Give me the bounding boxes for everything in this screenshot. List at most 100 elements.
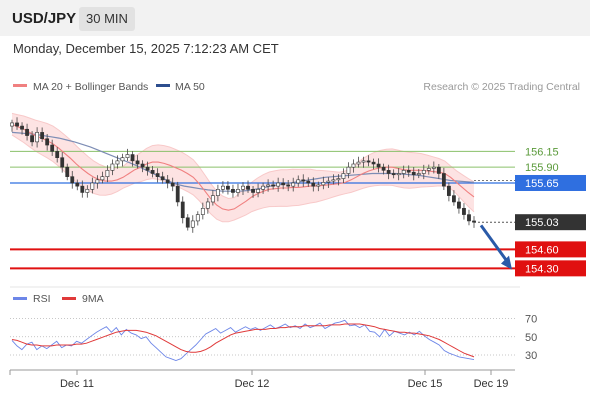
support-label-box bbox=[515, 241, 586, 258]
candle-body bbox=[396, 173, 401, 176]
candle-body bbox=[185, 217, 190, 228]
candle-body bbox=[446, 185, 451, 196]
rsi-legend-swatch bbox=[13, 297, 27, 300]
candle-body bbox=[281, 182, 286, 186]
candle-body bbox=[10, 122, 14, 127]
candle-body bbox=[296, 179, 301, 184]
title-bar: USD/JPY 30 MIN bbox=[0, 0, 590, 36]
candle-body bbox=[246, 185, 250, 190]
rsi-tick-label: 70 bbox=[525, 313, 537, 325]
candle-body bbox=[376, 163, 381, 168]
candle-body bbox=[336, 178, 341, 181]
candle-body bbox=[15, 122, 19, 127]
ma20-legend-swatch bbox=[13, 84, 27, 87]
candle-body bbox=[100, 176, 105, 181]
candle-body bbox=[416, 173, 421, 176]
rsi-line bbox=[11, 319, 475, 361]
candle-body bbox=[331, 179, 336, 182]
rsi-ma-line bbox=[11, 323, 475, 358]
candle-body bbox=[115, 160, 120, 165]
candle-body bbox=[125, 154, 130, 158]
forecast-arrow bbox=[479, 224, 512, 270]
rsi-legend-label: RSI bbox=[33, 293, 51, 305]
rsi-legend: RSI 9MA bbox=[13, 293, 104, 305]
candle-body bbox=[205, 201, 210, 209]
candle-body bbox=[55, 151, 60, 158]
candle-body bbox=[221, 185, 225, 190]
candle-body bbox=[366, 160, 371, 163]
ma50-legend-label: MA 50 bbox=[175, 81, 205, 93]
candle-body bbox=[190, 220, 195, 228]
candle-body bbox=[120, 157, 125, 162]
candle-body bbox=[45, 138, 50, 146]
candle-body bbox=[261, 185, 265, 190]
candle-body bbox=[80, 185, 85, 193]
candle-body bbox=[70, 176, 75, 184]
candle-body bbox=[231, 189, 235, 193]
candle-body bbox=[266, 184, 271, 187]
candle-body bbox=[286, 184, 291, 187]
rsi-ma-legend-swatch bbox=[62, 297, 76, 300]
candle-body bbox=[60, 157, 65, 168]
candle-body bbox=[361, 160, 366, 163]
candle-body bbox=[306, 180, 311, 184]
candle-body bbox=[276, 182, 281, 187]
candle-body bbox=[130, 154, 135, 162]
candle-body bbox=[326, 180, 331, 183]
candle-body bbox=[421, 170, 426, 174]
candles bbox=[10, 117, 476, 233]
candle-body bbox=[386, 170, 391, 174]
candle-body bbox=[311, 182, 316, 187]
candle-body bbox=[391, 173, 396, 176]
last-price-label: 155.03 bbox=[525, 217, 559, 229]
pair-title: USD/JPY bbox=[12, 10, 77, 27]
candle-body bbox=[155, 173, 160, 177]
candle-body bbox=[210, 195, 215, 203]
forecast-arrow-shaft bbox=[479, 224, 510, 264]
candle-body bbox=[150, 170, 155, 174]
main-legend: MA 20 + Bollinger Bands MA 50 bbox=[13, 81, 205, 93]
timeframe-badge[interactable]: 30 MIN bbox=[79, 7, 135, 31]
candle-body bbox=[457, 201, 461, 209]
candle-body bbox=[371, 161, 376, 165]
resistance-label: 155.90 bbox=[525, 162, 559, 174]
candle-body bbox=[65, 166, 70, 177]
support-label: 154.30 bbox=[525, 263, 559, 275]
candle-body bbox=[256, 189, 260, 193]
candle-body bbox=[381, 166, 386, 171]
candle-body bbox=[110, 163, 115, 171]
candle-body bbox=[160, 176, 165, 181]
x-axis: Dec 11 Dec 12 Dec 15 Dec 19 bbox=[9, 369, 515, 390]
candle-body bbox=[75, 182, 80, 187]
candle-body bbox=[467, 214, 471, 222]
ma20-legend-label: MA 20 + Bollinger Bands bbox=[33, 81, 148, 93]
candle-body bbox=[472, 220, 476, 223]
candle-body bbox=[20, 125, 24, 130]
candle-body bbox=[406, 170, 411, 173]
candle-body bbox=[135, 160, 140, 165]
candle-body bbox=[321, 182, 326, 186]
last-price-label-box bbox=[515, 214, 586, 231]
candle-body bbox=[35, 132, 40, 143]
candle-body bbox=[316, 184, 321, 187]
candle-body bbox=[351, 163, 356, 168]
timestamp: Monday, December 15, 2025 7:12:23 AM CET bbox=[13, 41, 279, 56]
candle-body bbox=[346, 166, 351, 174]
candle-body bbox=[271, 184, 276, 187]
candle-body bbox=[215, 189, 220, 196]
candle-body bbox=[175, 185, 180, 203]
candle-body bbox=[145, 166, 150, 171]
candle-body bbox=[200, 207, 205, 215]
candle-body bbox=[356, 161, 361, 165]
candle-body bbox=[195, 214, 200, 222]
watermark: Research © 2025 Trading Central bbox=[423, 81, 580, 93]
candle-body bbox=[236, 189, 240, 193]
candle-body bbox=[441, 173, 446, 187]
candle-body bbox=[431, 166, 436, 169]
resistance-label: 156.15 bbox=[525, 146, 559, 158]
candle-body bbox=[341, 173, 346, 179]
price-labels: 156.15 155.90 155.65 155.03 154.60 154.30 bbox=[515, 146, 586, 277]
rsi-panel: 70 50 30 bbox=[10, 313, 537, 362]
candle-body bbox=[40, 132, 45, 140]
